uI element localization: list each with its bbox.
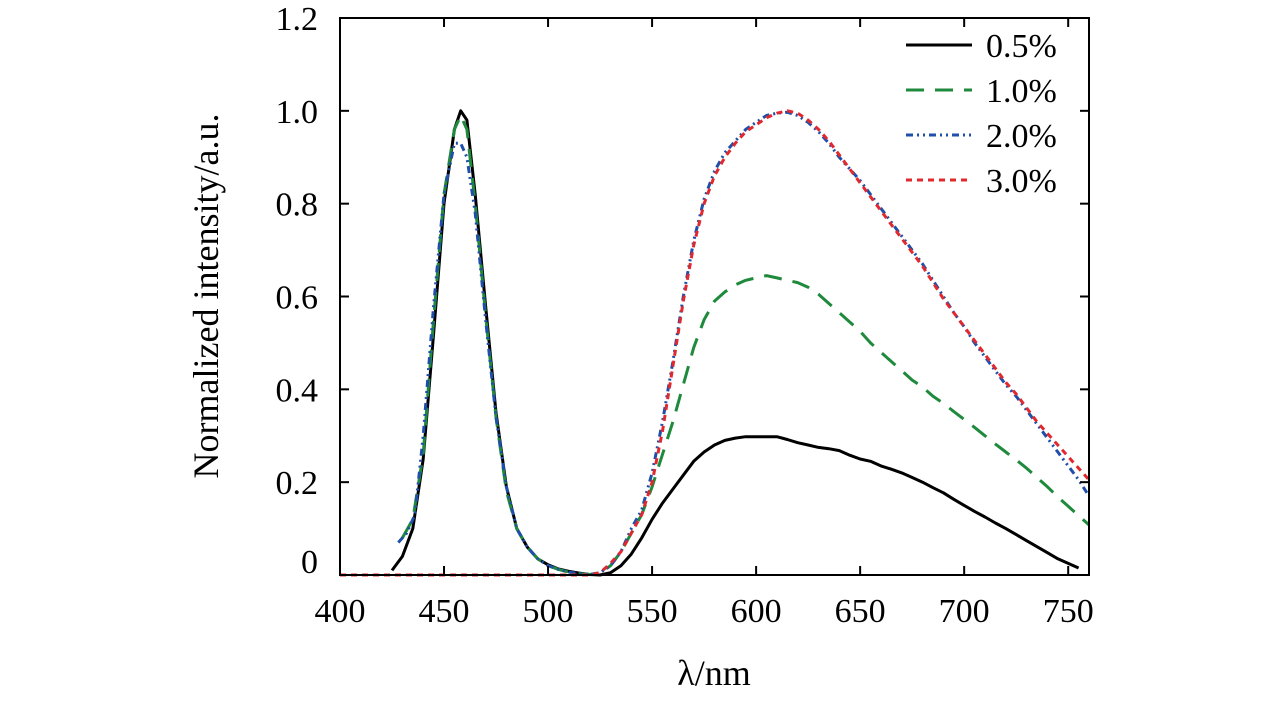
y-tick-label: 0.6 bbox=[276, 280, 319, 317]
legend-label-1: 1.0% bbox=[986, 73, 1057, 110]
y-tick-label: 0.4 bbox=[276, 372, 319, 409]
x-tick-label: 500 bbox=[523, 593, 574, 630]
y-tick-label: 0.8 bbox=[276, 187, 319, 224]
series-line-3 bbox=[340, 109, 1091, 577]
ticks-layer: 400 450 500 550 600 650 700 750 0 0.2 0.4 0.6 0.8 1.0… bbox=[276, 1, 1094, 630]
legend-label-2: 2.0% bbox=[986, 118, 1057, 155]
legend-label-3: 3.0% bbox=[986, 163, 1057, 200]
y-tick-label: 1.2 bbox=[276, 1, 319, 38]
x-tick-label: 700 bbox=[939, 593, 990, 630]
plot-frame bbox=[339, 17, 1090, 576]
x-tick-label: 450 bbox=[419, 593, 470, 630]
x-axis-title: λ/nm bbox=[677, 653, 750, 693]
series-line-2 bbox=[397, 110, 1091, 576]
legend: 0.5% 1.0% 2.0% 3.0% bbox=[906, 28, 1057, 200]
x-tick-label: 750 bbox=[1043, 593, 1094, 630]
x-tick-label: 600 bbox=[731, 593, 782, 630]
series-layer bbox=[340, 109, 1091, 577]
x-tick-label: 550 bbox=[627, 593, 678, 630]
x-tick-label: 400 bbox=[315, 593, 366, 630]
y-axis-title: Normalized intensity/a.u. bbox=[186, 114, 226, 479]
x-tick-label: 650 bbox=[835, 593, 886, 630]
y-tick-label: 1.0 bbox=[276, 94, 319, 131]
y-tick-label: 0 bbox=[301, 544, 318, 581]
y-tick-label: 0.2 bbox=[276, 465, 319, 502]
legend-label-0: 0.5% bbox=[986, 28, 1057, 65]
